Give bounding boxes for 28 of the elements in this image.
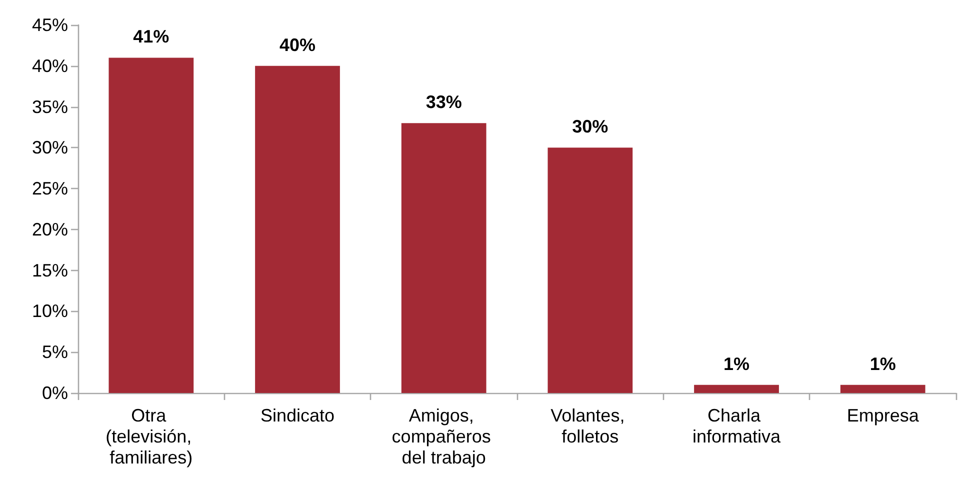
x-tick-label: Otra (televisión, familiares) (106, 406, 197, 468)
data-label: 33% (426, 92, 462, 112)
y-tick-label: 45% (32, 15, 68, 35)
y-tick-label: 30% (32, 138, 68, 158)
y-tick-label: 35% (32, 96, 68, 117)
y-tick-label: 10% (32, 301, 68, 322)
bar (694, 384, 779, 393)
bar (840, 384, 926, 393)
x-tick-label: Amigos, compañeros del trabajo (392, 406, 496, 468)
y-tick-label: 25% (32, 178, 68, 199)
data-label: 40% (279, 34, 316, 55)
y-tick-label: 40% (32, 56, 68, 76)
bar (548, 148, 633, 393)
bar (108, 58, 194, 393)
bar (255, 66, 340, 393)
y-tick-label: 5% (42, 342, 68, 362)
y-tick-label: 15% (32, 260, 68, 280)
bar (401, 123, 486, 393)
y-tick-label: 20% (32, 219, 68, 240)
data-label: 1% (870, 354, 896, 374)
x-tick-label: Empresa (846, 406, 920, 426)
data-label: 41% (133, 26, 170, 47)
data-label: 1% (723, 354, 750, 374)
x-tick-label: Volantes, folletos (550, 406, 630, 446)
y-tick-label: 0% (42, 383, 68, 403)
data-label: 30% (572, 116, 608, 137)
x-tick-label: Charla informativa (692, 406, 782, 446)
x-tick-label: Sindicato (260, 406, 335, 426)
